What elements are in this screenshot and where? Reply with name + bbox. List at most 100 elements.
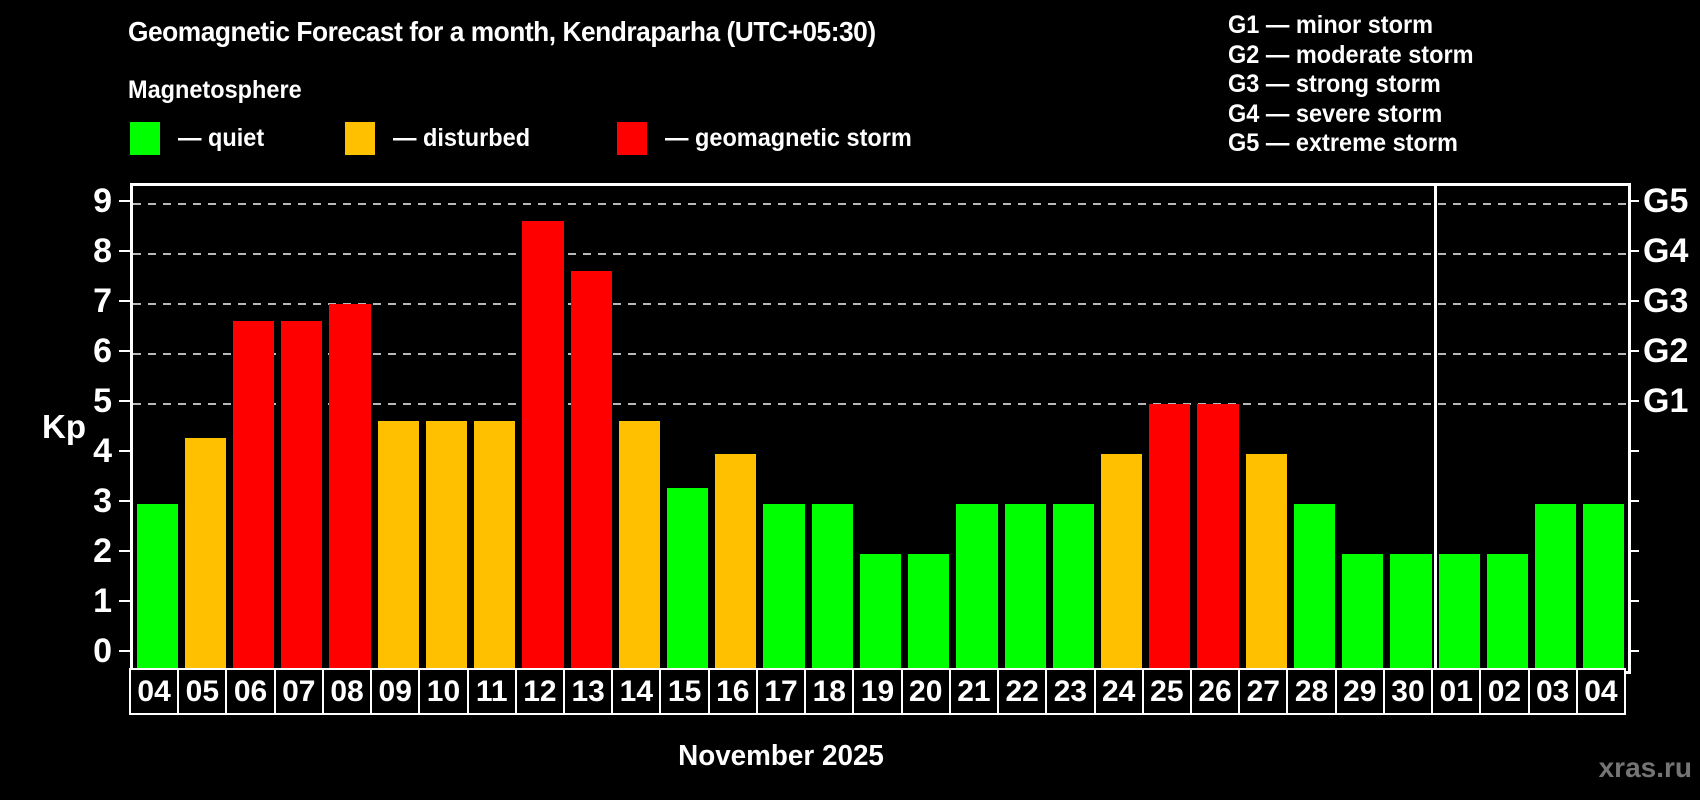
g-scale-line-4: G4 — severe storm bbox=[1228, 99, 1443, 128]
bar-15-day-19 bbox=[859, 554, 902, 671]
bar-1-day-05 bbox=[184, 437, 226, 671]
left-tick-kp-9 bbox=[119, 200, 130, 202]
bar-28-day-02 bbox=[1486, 554, 1529, 671]
bar-16-day-20 bbox=[908, 554, 950, 671]
g-scale-line-3: G3 — strong storm bbox=[1228, 70, 1441, 98]
bar-7-day-11 bbox=[474, 420, 516, 671]
bar-12-day-16 bbox=[715, 454, 757, 671]
y-axis-label-3: 3 bbox=[93, 482, 112, 520]
plot-area bbox=[130, 183, 1631, 674]
y-axis-title: Kp bbox=[42, 408, 86, 445]
x-axis-title: November 2025 bbox=[678, 740, 884, 772]
x-label-box-0-day-04: 04 bbox=[129, 668, 180, 715]
legend-swatch-disturbed bbox=[345, 121, 375, 155]
bar-4-day-08 bbox=[329, 304, 371, 671]
x-label-box-7-day-11: 11 bbox=[466, 668, 517, 715]
x-label-box-14-day-18: 18 bbox=[804, 668, 855, 715]
right-tick-kp-1 bbox=[1628, 600, 1639, 602]
bar-23-day-27 bbox=[1245, 454, 1287, 671]
bar-3-day-07 bbox=[281, 320, 323, 671]
bar-24-day-28 bbox=[1293, 504, 1336, 671]
x-label-box-1-day-05: 05 bbox=[177, 668, 228, 715]
bar-29-day-03 bbox=[1535, 504, 1577, 671]
bar-19-day-23 bbox=[1052, 504, 1094, 671]
x-label-box-27-day-01: 01 bbox=[1431, 668, 1482, 715]
x-label-box-24-day-28: 28 bbox=[1286, 668, 1337, 715]
right-axis-label-G4: G4 bbox=[1643, 232, 1689, 270]
bar-5-day-09 bbox=[377, 420, 419, 671]
left-tick-kp-5 bbox=[119, 400, 130, 402]
left-tick-kp-0 bbox=[119, 650, 130, 652]
right-tick-kp-4 bbox=[1628, 450, 1639, 452]
y-axis-label-8: 8 bbox=[93, 232, 112, 270]
y-axis-label-9: 9 bbox=[93, 182, 112, 220]
x-label-box-23-day-27: 27 bbox=[1238, 668, 1289, 715]
bar-10-day-14 bbox=[618, 420, 660, 671]
x-label-box-5-day-09: 09 bbox=[370, 668, 421, 715]
right-tick-kp-9 bbox=[1628, 200, 1639, 202]
bar-26-day-30 bbox=[1390, 554, 1432, 671]
bar-8-day-12 bbox=[522, 220, 564, 671]
bar-22-day-26 bbox=[1197, 404, 1239, 671]
legend-item-storm: — geomagnetic storm bbox=[617, 121, 928, 155]
right-axis-label-G2: G2 bbox=[1643, 332, 1689, 370]
right-tick-kp-0 bbox=[1628, 650, 1639, 652]
right-tick-kp-2 bbox=[1628, 550, 1639, 552]
bar-6-day-10 bbox=[425, 420, 468, 671]
right-tick-kp-3 bbox=[1628, 500, 1639, 502]
y-axis-label-5: 5 bbox=[93, 382, 112, 420]
x-label-box-17-day-21: 21 bbox=[948, 668, 1000, 715]
bar-27-day-01 bbox=[1438, 554, 1480, 671]
bar-30-day-04 bbox=[1583, 504, 1625, 671]
gridline-kp-8 bbox=[133, 253, 1628, 255]
bar-18-day-22 bbox=[1004, 504, 1046, 671]
right-axis-label-G5: G5 bbox=[1643, 182, 1689, 220]
chart-title: Geomagnetic Forecast for a month, Kendra… bbox=[128, 16, 876, 47]
x-label-box-19-day-23: 23 bbox=[1045, 668, 1096, 715]
bar-20-day-24 bbox=[1101, 454, 1143, 671]
x-label-box-16-day-20: 20 bbox=[900, 668, 951, 715]
x-label-box-22-day-26: 26 bbox=[1189, 668, 1241, 715]
bar-2-day-06 bbox=[232, 320, 275, 671]
legend-item-quiet: — quiet bbox=[130, 121, 270, 155]
x-label-box-15-day-19: 19 bbox=[852, 668, 903, 715]
left-tick-kp-3 bbox=[119, 500, 130, 502]
legend-label-quiet: — quiet bbox=[178, 123, 265, 152]
x-label-box-9-day-13: 13 bbox=[563, 668, 614, 715]
left-tick-kp-7 bbox=[119, 300, 130, 302]
left-tick-kp-2 bbox=[119, 550, 130, 552]
left-tick-kp-4 bbox=[119, 450, 130, 452]
bar-11-day-15 bbox=[666, 487, 709, 671]
right-tick-kp-5 bbox=[1628, 400, 1639, 402]
x-label-box-25-day-29: 29 bbox=[1334, 668, 1385, 715]
x-label-box-2-day-06: 06 bbox=[225, 668, 276, 715]
y-axis-label-2: 2 bbox=[93, 532, 112, 570]
x-label-box-13-day-17: 17 bbox=[755, 668, 807, 715]
x-label-box-28-day-02: 02 bbox=[1479, 668, 1530, 715]
y-axis-label-4: 4 bbox=[93, 432, 112, 470]
left-tick-kp-6 bbox=[119, 350, 130, 352]
bar-17-day-21 bbox=[956, 504, 998, 671]
x-label-box-11-day-15: 15 bbox=[659, 668, 710, 715]
x-label-box-12-day-16: 16 bbox=[707, 668, 758, 715]
legend-item-disturbed: — disturbed bbox=[345, 121, 539, 155]
y-axis-label-7: 7 bbox=[93, 282, 112, 320]
gridline-kp-5 bbox=[133, 403, 1628, 405]
g-scale-line-2: G2 — moderate storm bbox=[1228, 40, 1474, 69]
x-axis-day-labels: 04 05 06 07 08 09 10 11 12 13 14 15 16 17 18 19 20 21 22 23… bbox=[129, 668, 1629, 715]
x-label-box-6-day-10: 10 bbox=[418, 668, 469, 715]
x-label-box-10-day-14: 14 bbox=[611, 668, 662, 715]
g-scale-line-1: G1 — minor storm bbox=[1228, 11, 1434, 39]
gridline-kp-9 bbox=[133, 203, 1628, 205]
y-axis-label-6: 6 bbox=[93, 332, 112, 370]
right-axis-label-G1: G1 bbox=[1643, 382, 1689, 420]
bar-25-day-29 bbox=[1342, 554, 1384, 671]
bar-14-day-18 bbox=[811, 504, 853, 671]
legend-label-disturbed: — disturbed bbox=[393, 123, 531, 152]
right-tick-kp-8 bbox=[1628, 250, 1639, 252]
watermark: xras.ru bbox=[1598, 752, 1692, 783]
x-label-box-21-day-25: 25 bbox=[1141, 668, 1192, 715]
gridline-kp-7 bbox=[133, 303, 1628, 305]
bar-9-day-13 bbox=[570, 270, 612, 671]
